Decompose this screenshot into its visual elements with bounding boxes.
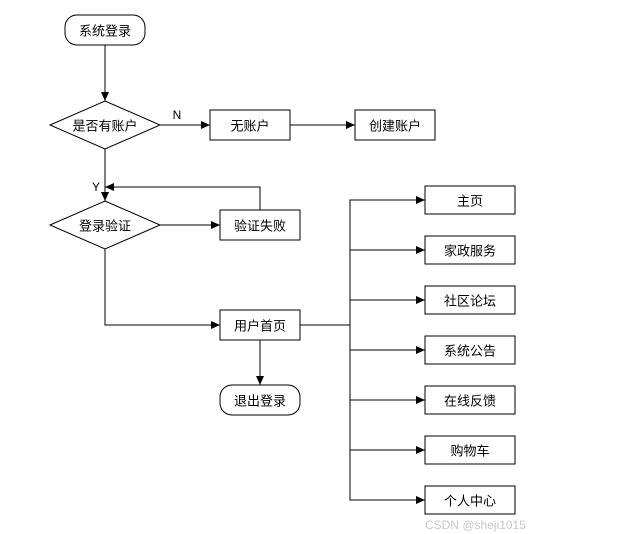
edge-arrow-9 [416, 246, 425, 254]
edge-arrow-12 [416, 396, 425, 404]
node-menuHome [425, 186, 515, 214]
edge-arrow-0 [101, 92, 109, 101]
edge-6 [105, 249, 220, 325]
node-login [65, 15, 145, 45]
edge-arrow-8 [416, 196, 425, 204]
edge-arrow-11 [416, 346, 425, 354]
edge-5 [105, 187, 260, 210]
edge-arrow-1 [201, 121, 210, 129]
flowchart-svg [0, 0, 640, 534]
node-menuProfile [425, 486, 515, 514]
node-verify [50, 201, 160, 249]
edge-arrow-2 [346, 121, 355, 129]
node-verifyFail [220, 210, 300, 240]
edge-arrow-13 [416, 446, 425, 454]
node-noAccount [210, 110, 290, 140]
edge-11 [350, 325, 425, 350]
edge-arrow-14 [416, 496, 425, 504]
edge-arrow-10 [416, 296, 425, 304]
edge-14 [350, 325, 425, 500]
edge-arrow-3 [101, 192, 109, 201]
edge-8 [300, 200, 425, 325]
node-menuService [425, 236, 515, 264]
node-menuNotice [425, 336, 515, 364]
edge-arrow-6 [211, 321, 220, 329]
edge-12 [350, 325, 425, 400]
node-hasAccount [50, 101, 160, 149]
edge-10 [350, 300, 425, 325]
node-logout [220, 385, 300, 415]
edge-9 [350, 250, 425, 325]
node-menuForum [425, 286, 515, 314]
edge-13 [350, 325, 425, 450]
node-menuFeedback [425, 386, 515, 414]
edge-arrow-5 [105, 183, 114, 191]
edge-arrow-4 [211, 221, 220, 229]
node-createAcct [355, 110, 435, 140]
watermark: CSDN @sheji1015 [425, 518, 526, 532]
edge-arrow-7 [256, 376, 264, 385]
node-userHome [220, 310, 300, 340]
node-menuCart [425, 436, 515, 464]
